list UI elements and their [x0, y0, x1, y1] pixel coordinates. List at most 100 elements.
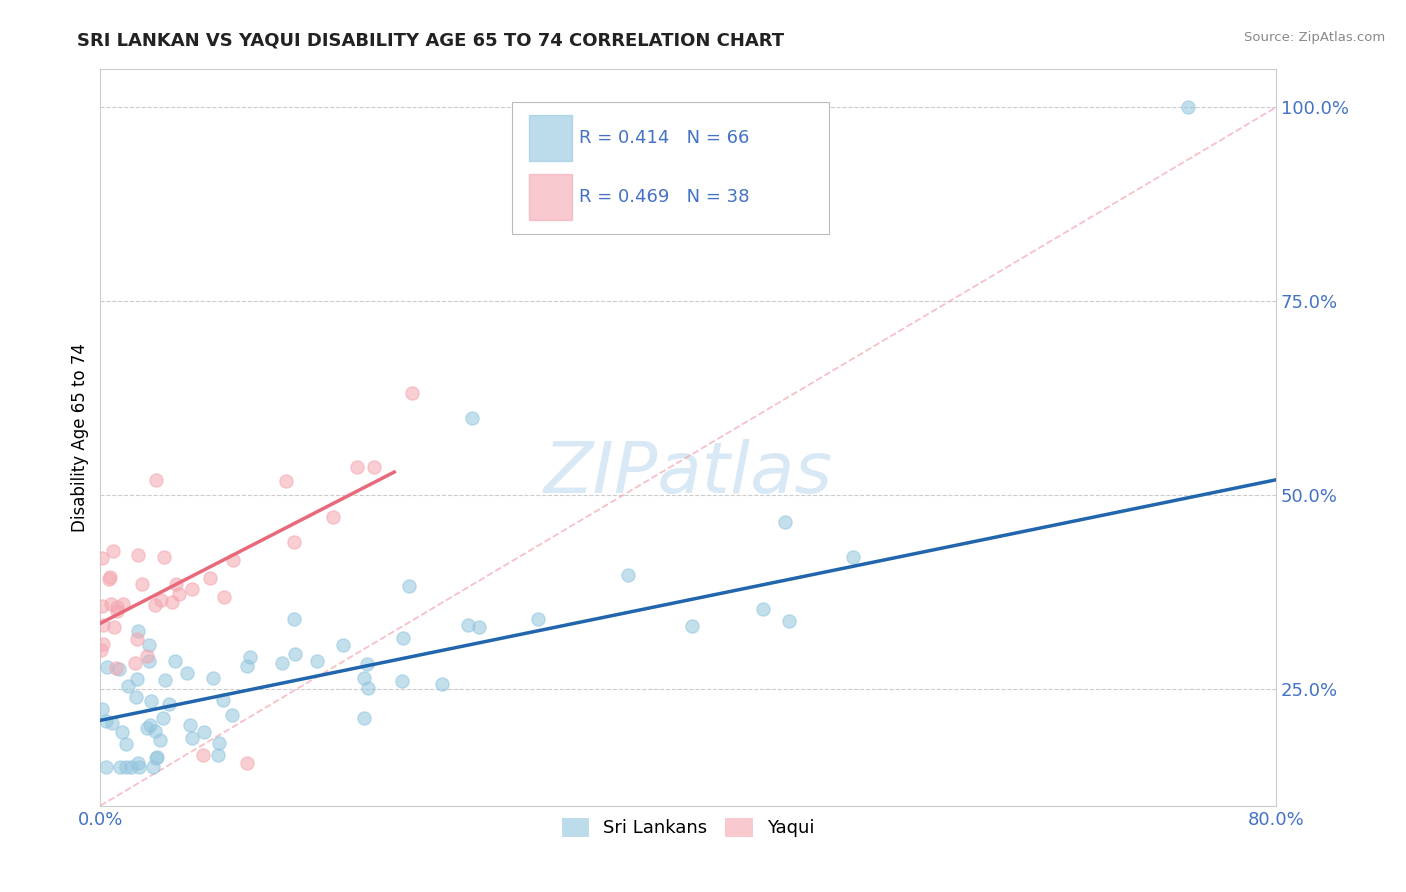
Text: SRI LANKAN VS YAQUI DISABILITY AGE 65 TO 74 CORRELATION CHART: SRI LANKAN VS YAQUI DISABILITY AGE 65 TO… — [77, 31, 785, 49]
Point — [163, 654, 186, 668]
Text: Source: ZipAtlas.com: Source: ZipAtlas.com — [1244, 31, 1385, 45]
Point — [430, 676, 453, 690]
Point — [150, 593, 173, 607]
Point — [201, 671, 224, 685]
FancyBboxPatch shape — [530, 174, 572, 219]
Point — [157, 697, 180, 711]
Point — [221, 553, 243, 567]
Point — [391, 674, 413, 689]
Point — [94, 760, 117, 774]
Point — [98, 572, 121, 586]
Point — [214, 591, 236, 605]
Point — [142, 760, 165, 774]
Point — [346, 459, 368, 474]
Point — [208, 736, 231, 750]
Point — [751, 602, 773, 616]
Point — [1177, 100, 1199, 114]
Point — [842, 549, 865, 564]
Point — [165, 577, 187, 591]
Point — [356, 657, 378, 672]
Point — [526, 612, 548, 626]
Point — [100, 597, 122, 611]
Point — [211, 692, 233, 706]
Point — [357, 681, 380, 695]
Text: ZIPatlas: ZIPatlas — [544, 440, 832, 508]
Point — [141, 694, 163, 708]
Point — [167, 587, 190, 601]
Point — [136, 648, 159, 663]
Point — [270, 656, 292, 670]
Point — [107, 599, 129, 614]
Point — [90, 551, 112, 566]
Point — [457, 617, 479, 632]
Point — [91, 702, 114, 716]
Point — [460, 410, 482, 425]
Point — [127, 624, 149, 638]
Point — [207, 747, 229, 762]
Point — [128, 760, 150, 774]
Point — [153, 673, 176, 688]
Point — [105, 661, 128, 675]
Point — [176, 665, 198, 680]
Point — [96, 659, 118, 673]
Point — [181, 582, 204, 596]
Point — [124, 656, 146, 670]
Point — [105, 604, 128, 618]
Point — [124, 690, 146, 704]
Point — [111, 597, 134, 611]
Point — [236, 756, 259, 770]
Point — [127, 672, 149, 686]
Point — [617, 568, 640, 582]
Point — [221, 708, 243, 723]
Point — [398, 579, 420, 593]
Point — [143, 723, 166, 738]
Point — [91, 637, 114, 651]
Point — [778, 615, 800, 629]
Point — [143, 598, 166, 612]
Point — [115, 737, 138, 751]
Point — [120, 760, 142, 774]
Y-axis label: Disability Age 65 to 74: Disability Age 65 to 74 — [72, 343, 89, 532]
Point — [114, 760, 136, 774]
Point — [127, 548, 149, 562]
Point — [775, 516, 797, 530]
Point — [145, 751, 167, 765]
Point — [90, 599, 112, 613]
Point — [101, 716, 124, 731]
Point — [193, 748, 215, 763]
Point — [149, 732, 172, 747]
Point — [103, 620, 125, 634]
Point — [103, 543, 125, 558]
Point — [110, 725, 132, 739]
Point — [353, 711, 375, 725]
Point — [145, 750, 167, 764]
Point — [98, 569, 121, 583]
Point — [152, 711, 174, 725]
Point — [127, 756, 149, 770]
FancyBboxPatch shape — [530, 115, 572, 161]
Point — [353, 671, 375, 685]
Point — [136, 721, 159, 735]
Point — [160, 595, 183, 609]
Point — [468, 619, 491, 633]
Point — [181, 731, 204, 746]
Point — [131, 577, 153, 591]
Point — [96, 714, 118, 728]
Point — [138, 654, 160, 668]
Point — [138, 638, 160, 652]
Legend: Sri Lankans, Yaqui: Sri Lankans, Yaqui — [554, 811, 821, 845]
Point — [108, 662, 131, 676]
Point — [91, 618, 114, 632]
Point — [239, 650, 262, 665]
Point — [139, 718, 162, 732]
Point — [198, 571, 221, 585]
Point — [90, 643, 112, 657]
Point — [283, 535, 305, 549]
Point — [193, 724, 215, 739]
Point — [283, 612, 305, 626]
Point — [274, 474, 297, 488]
Point — [305, 654, 328, 668]
Point — [363, 459, 385, 474]
Point — [153, 550, 176, 565]
Point — [284, 647, 307, 661]
